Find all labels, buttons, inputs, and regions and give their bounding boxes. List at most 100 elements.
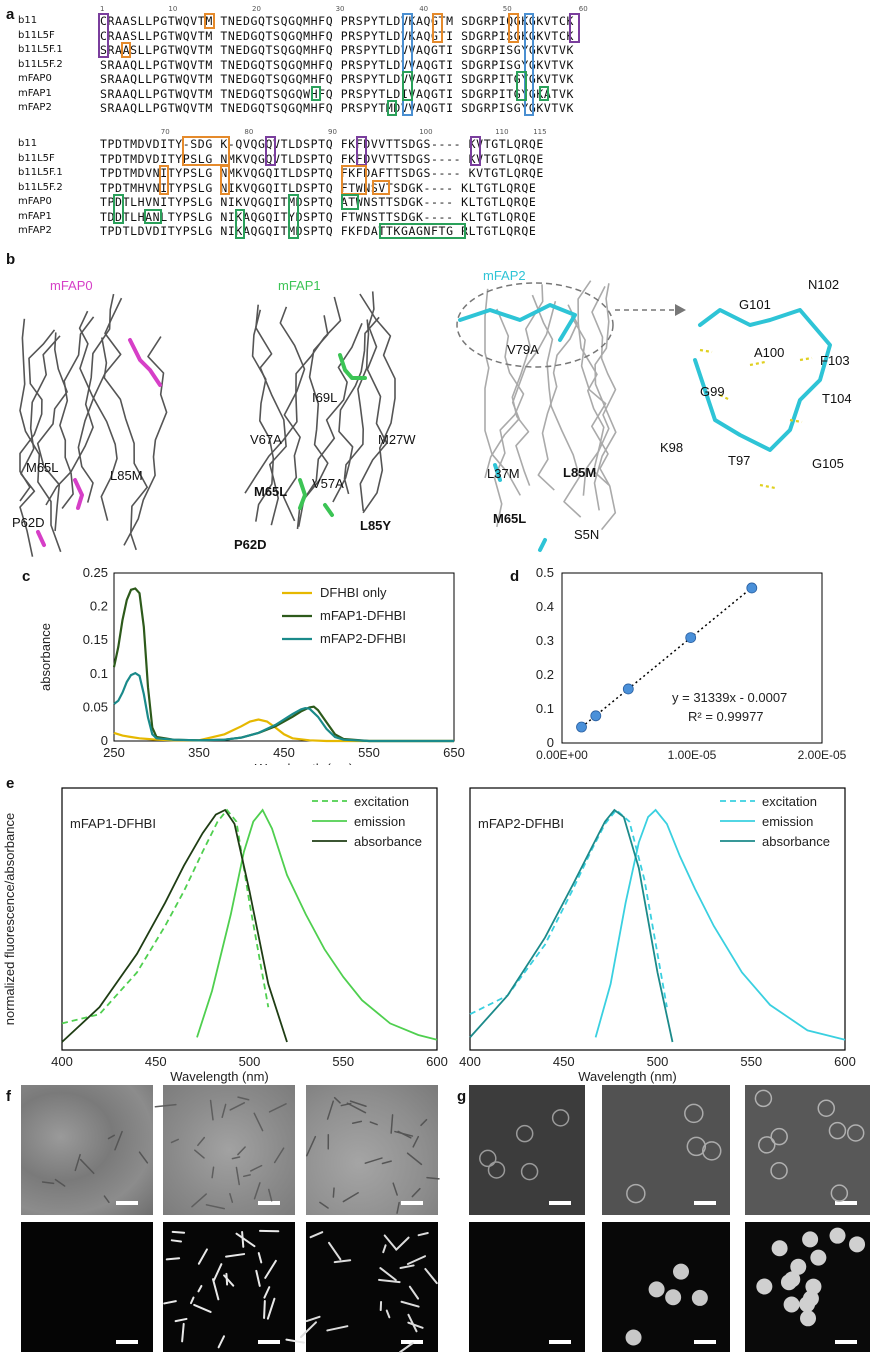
sequence-row: TDDTLHANLTYPSLG NIKAQGQITYDSPTQ FTWNSTTS… xyxy=(100,209,537,224)
residue-label: G105 xyxy=(812,456,844,471)
sequence-row: SRAAQLLPGTWQVTM TNEDGQTSQGQWHFQ PRSPYTLD… xyxy=(100,86,574,101)
highlight-box xyxy=(470,136,481,166)
micrograph-f-fluorescence-2 xyxy=(163,1222,295,1352)
ligand-sticks xyxy=(73,478,84,510)
legend-label: emission xyxy=(354,814,405,829)
scale-bar xyxy=(835,1340,857,1344)
trendline xyxy=(581,587,753,728)
mfap0-title: mFAP0 xyxy=(50,278,93,293)
ligand-sticks xyxy=(338,353,367,380)
residue-label: P62D xyxy=(12,515,45,530)
micrograph-g-fluorescence-3 xyxy=(745,1222,870,1352)
spectra-charts: 400 450 500 550 600 Wavelength (nm) mFAP1-DFHB… xyxy=(2,787,856,1084)
hydrogen-bond xyxy=(799,356,813,362)
legend-label: excitation xyxy=(354,794,409,809)
ligand-sticks xyxy=(458,303,577,342)
residue-label: N102 xyxy=(808,277,840,292)
scale-bar xyxy=(549,1340,571,1344)
micrograph-g-brightfield-2 xyxy=(602,1085,730,1215)
plot-frame xyxy=(61,787,438,1051)
hydrogen-bond xyxy=(759,483,776,490)
highlight-box xyxy=(341,194,360,210)
data-point xyxy=(685,632,697,643)
series-line xyxy=(113,718,454,743)
ligand-sticks xyxy=(693,308,832,452)
zoom-region-outline xyxy=(456,282,614,368)
legend-label: absorbance xyxy=(762,834,830,849)
sequence-name: b11L5F xyxy=(18,29,55,41)
sequence-name: mFAP0 xyxy=(18,73,52,84)
ruler-mark: 100 xyxy=(419,128,433,136)
ruler-mark: 20 xyxy=(252,5,261,13)
backbone-trace xyxy=(531,294,582,518)
sequence-row: SRAAQLLPGTWQVTM TNEDGQTSQGQMHFQ PRSPYTLD… xyxy=(100,72,574,86)
highlight-box xyxy=(158,165,170,195)
x-axis-label: Concentration (M) xyxy=(654,768,750,770)
sequence-name: b11L5F.1 xyxy=(18,44,63,55)
backbone-trace xyxy=(78,310,118,521)
highlight-box xyxy=(113,194,124,224)
highlight-box xyxy=(181,136,231,166)
residue-label: V79A xyxy=(507,342,539,357)
ruler-mark: 80 xyxy=(244,128,254,136)
highlight-box xyxy=(523,13,535,116)
micrograph-g-brightfield-3 xyxy=(745,1085,870,1215)
y-tick-label: 0.1 xyxy=(536,701,554,716)
x-tick-label: 450 xyxy=(273,745,295,760)
absorbance-curve xyxy=(61,808,288,1043)
x-tick-label: 2.00E-05 xyxy=(798,748,847,762)
backbone-trace xyxy=(251,309,275,522)
sequence-name: mFAP1 xyxy=(18,87,52,99)
hydrogen-bond xyxy=(789,418,803,424)
residue-label: K98 xyxy=(660,440,684,455)
excitation-curve xyxy=(469,808,668,1016)
scale-bar xyxy=(116,1201,138,1205)
scale-bar xyxy=(401,1340,423,1344)
sequence-name: mFAP1 xyxy=(18,210,52,222)
ligand-sticks xyxy=(538,538,547,552)
ligand-sticks xyxy=(128,338,162,387)
backbone-trace xyxy=(123,336,168,546)
x-tick-label: 400 xyxy=(51,1054,73,1069)
y-tick-label: 0.2 xyxy=(90,599,108,614)
x-tick-label: 550 xyxy=(358,745,380,760)
absorbance-chart: 250 350 450 550 650 0 0.05 0.1 0.15 0.2 0.25 Wavele… xyxy=(38,565,465,765)
backbone-trace xyxy=(19,318,62,553)
backbone-trace xyxy=(593,283,617,511)
x-tick-label: 1.00E-05 xyxy=(668,748,717,762)
y-tick-label: 0.4 xyxy=(536,599,554,614)
micrograph-f-brightfield-1 xyxy=(21,1085,153,1215)
scale-bar xyxy=(694,1340,716,1344)
ligand-sticks xyxy=(36,530,46,547)
y-tick-label: 0.2 xyxy=(536,667,554,682)
highlight-box xyxy=(432,13,443,43)
residue-label: L85M xyxy=(110,468,143,483)
panel-d-letter: d xyxy=(510,568,520,585)
backbone-trace xyxy=(577,280,610,486)
residue-label: M65L xyxy=(26,460,59,475)
y-tick-label: 0.05 xyxy=(83,699,108,714)
y-axis-label: normalized fluorescence/absorbance xyxy=(2,813,17,1025)
sequence-name: b11 xyxy=(18,15,38,26)
highlight-box xyxy=(356,136,367,166)
ruler-mark: 110 xyxy=(495,128,509,136)
sequence-row: SRAASLLPGTWQVTM TNEDGQTSQGQMHFQ PRSPYTLD… xyxy=(100,43,574,57)
highlight-box xyxy=(402,13,413,116)
residue-label: M65L xyxy=(493,511,527,526)
sequence-name: b11L5F.1 xyxy=(18,167,63,178)
sequence-row: TPDTMHVNITYPSLG NIKVQGQITLDSPTQ FTWNSVTS… xyxy=(100,180,537,195)
emission-curve xyxy=(594,808,846,1041)
scale-bar xyxy=(835,1201,857,1205)
highlight-box xyxy=(508,13,519,43)
structure-panel xyxy=(19,280,832,557)
y-tick-label: 0.25 xyxy=(83,565,108,580)
ruler-mark: 50 xyxy=(502,5,512,13)
highlight-box xyxy=(516,71,527,101)
backbone-trace xyxy=(77,297,123,503)
x-tick-label: 550 xyxy=(740,1054,762,1069)
ligand-sticks xyxy=(493,463,502,482)
residue-label: G99 xyxy=(700,384,725,399)
x-tick-label: 400 xyxy=(459,1054,481,1069)
ruler-mark: 90 xyxy=(328,128,337,136)
x-tick-label: 500 xyxy=(239,1054,261,1069)
